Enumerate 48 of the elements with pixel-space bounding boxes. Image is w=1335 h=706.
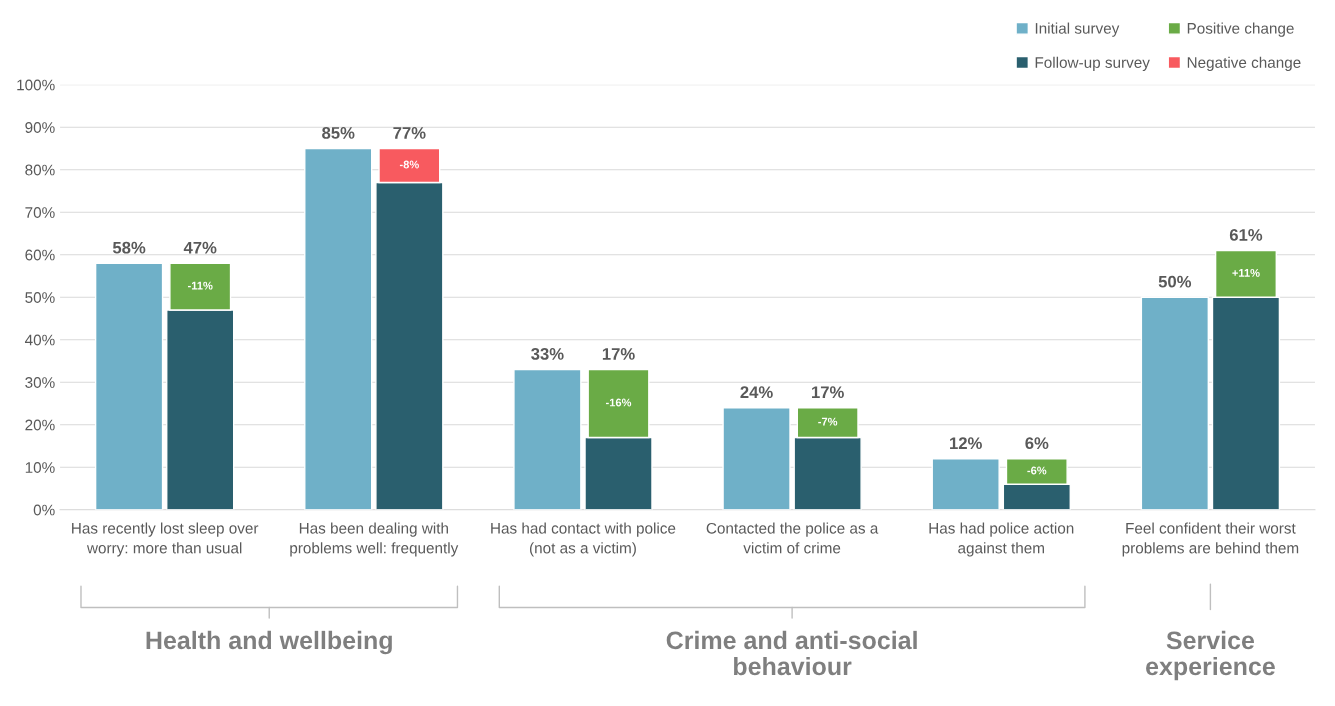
- y-tick-label: 20%: [25, 419, 55, 431]
- y-tick-label: 80%: [25, 164, 55, 176]
- data-label: 12%: [950, 437, 982, 450]
- data-label: 85%: [322, 127, 355, 139]
- data-label: 24%: [740, 386, 773, 399]
- bar: [931, 458, 1000, 510]
- text: Service experience: [1146, 630, 1275, 681]
- x-tick-label: Contacted the police as a victim of crime: [706, 522, 879, 554]
- bar: [722, 407, 791, 510]
- annotation: 61%: [1229, 229, 1263, 241]
- x-tick-label: Has recently lost sleep over worry: more than usual: [72, 522, 259, 557]
- data-label: 58%: [112, 241, 146, 254]
- y-tick-label: 30%: [25, 377, 55, 388]
- y-tick-label: 60%: [25, 249, 55, 261]
- data-label: +11%: [1232, 268, 1260, 277]
- y-tick-label: 50%: [25, 292, 55, 303]
- y-tick-label: 40%: [24, 334, 55, 346]
- data-label: 50%: [1158, 275, 1192, 288]
- y-tick-label: 10%: [25, 462, 55, 473]
- data-label: -6%: [1027, 466, 1047, 475]
- bar: [1140, 296, 1210, 510]
- bar: [94, 262, 164, 510]
- annotation: 17%: [812, 386, 844, 399]
- annotation: 6%: [1025, 437, 1049, 450]
- legend-label: Follow-up survey: [1035, 56, 1150, 71]
- data-label: -16%: [605, 398, 632, 407]
- x-tick-label: Has had contact with police (not as a victim): [491, 522, 676, 557]
- y-tick-label: 90%: [25, 122, 55, 133]
- y-tick-label: 70%: [25, 207, 55, 218]
- data-label: -7%: [818, 417, 838, 426]
- x-tick-label: Has had police action against them: [929, 522, 1074, 557]
- data-label: 33%: [531, 348, 564, 360]
- annotation: 77%: [393, 127, 426, 139]
- annotation: 47%: [183, 241, 217, 254]
- bar: [304, 147, 373, 510]
- y-tick-label: 0%: [33, 504, 55, 516]
- legend-label: Initial survey: [1035, 22, 1120, 37]
- text: Crime and anti-social behaviour: [666, 630, 917, 676]
- x-tick-label: Feel confident their worst problems are behind them: [1122, 522, 1299, 557]
- x-tick-label: Has been dealing with problems well: frequently: [290, 522, 459, 557]
- y-tick-label: 100%: [17, 79, 55, 91]
- bar: [513, 368, 582, 510]
- legend-label: Negative change: [1187, 56, 1301, 71]
- legend-label: Positive change: [1187, 22, 1294, 37]
- text: Health and wellbeing: [146, 630, 392, 655]
- data-label: -11%: [187, 281, 213, 290]
- annotation: 17%: [602, 348, 635, 360]
- data-label: -8%: [399, 160, 419, 169]
